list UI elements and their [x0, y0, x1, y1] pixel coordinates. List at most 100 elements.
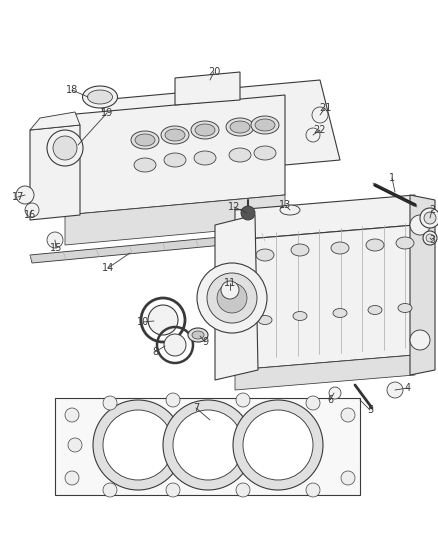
Ellipse shape	[192, 331, 204, 339]
Circle shape	[236, 393, 250, 407]
Circle shape	[65, 408, 79, 422]
Polygon shape	[100, 80, 340, 180]
Circle shape	[173, 410, 243, 480]
Text: 1: 1	[389, 173, 395, 183]
Ellipse shape	[258, 316, 272, 325]
Ellipse shape	[280, 205, 300, 215]
Ellipse shape	[398, 303, 412, 312]
Circle shape	[236, 483, 250, 497]
Ellipse shape	[366, 239, 384, 251]
Ellipse shape	[226, 118, 254, 136]
Ellipse shape	[333, 309, 347, 318]
Circle shape	[410, 215, 430, 235]
Ellipse shape	[368, 305, 382, 314]
Circle shape	[68, 438, 82, 452]
Circle shape	[65, 471, 79, 485]
Text: 5: 5	[367, 405, 373, 415]
Circle shape	[166, 483, 180, 497]
Text: 6: 6	[327, 395, 333, 405]
Polygon shape	[30, 230, 298, 263]
Text: 4: 4	[405, 383, 411, 393]
Circle shape	[341, 408, 355, 422]
Circle shape	[423, 231, 437, 245]
Circle shape	[16, 186, 34, 204]
Ellipse shape	[161, 126, 189, 144]
Circle shape	[207, 273, 257, 323]
Polygon shape	[30, 112, 80, 130]
Ellipse shape	[251, 116, 279, 134]
Polygon shape	[410, 195, 435, 375]
Polygon shape	[55, 398, 360, 495]
Text: 10: 10	[137, 317, 149, 327]
Text: 17: 17	[12, 192, 24, 202]
Text: 13: 13	[279, 200, 291, 210]
Polygon shape	[215, 215, 258, 380]
Text: 20: 20	[208, 67, 220, 77]
Circle shape	[148, 305, 178, 335]
Circle shape	[197, 263, 267, 333]
Text: 19: 19	[101, 108, 113, 118]
Circle shape	[221, 281, 239, 299]
Circle shape	[420, 208, 438, 228]
Text: 14: 14	[102, 263, 114, 273]
Text: 18: 18	[66, 85, 78, 95]
Circle shape	[410, 330, 430, 350]
Text: 8: 8	[152, 347, 158, 357]
Text: 9: 9	[202, 337, 208, 347]
Circle shape	[53, 136, 77, 160]
Circle shape	[164, 334, 186, 356]
Text: 22: 22	[314, 125, 326, 135]
Circle shape	[243, 410, 313, 480]
Ellipse shape	[188, 328, 208, 342]
Ellipse shape	[229, 148, 251, 162]
Ellipse shape	[82, 86, 117, 108]
Circle shape	[424, 212, 436, 224]
Text: 12: 12	[228, 202, 240, 212]
Polygon shape	[65, 95, 285, 215]
Ellipse shape	[396, 237, 414, 249]
Text: 21: 21	[319, 103, 331, 113]
Ellipse shape	[165, 129, 185, 141]
Circle shape	[25, 203, 39, 217]
Ellipse shape	[293, 311, 307, 320]
Ellipse shape	[164, 153, 186, 167]
Circle shape	[93, 400, 183, 490]
Polygon shape	[65, 195, 285, 245]
Circle shape	[341, 471, 355, 485]
Circle shape	[103, 396, 117, 410]
Ellipse shape	[256, 249, 274, 261]
Polygon shape	[235, 225, 415, 370]
Polygon shape	[235, 355, 415, 390]
Ellipse shape	[191, 121, 219, 139]
Polygon shape	[175, 72, 240, 105]
Circle shape	[241, 206, 255, 220]
Ellipse shape	[230, 121, 250, 133]
Ellipse shape	[331, 242, 349, 254]
Circle shape	[426, 234, 434, 242]
Text: 7: 7	[193, 403, 199, 413]
Ellipse shape	[131, 131, 159, 149]
Circle shape	[47, 130, 83, 166]
Circle shape	[329, 387, 341, 399]
Circle shape	[47, 232, 63, 248]
Circle shape	[306, 128, 320, 142]
Ellipse shape	[134, 158, 156, 172]
Circle shape	[312, 107, 328, 123]
Text: 15: 15	[50, 243, 62, 253]
Text: 11: 11	[224, 278, 236, 288]
Polygon shape	[30, 125, 80, 220]
Ellipse shape	[254, 146, 276, 160]
Ellipse shape	[135, 134, 155, 146]
Circle shape	[233, 400, 323, 490]
Text: 16: 16	[24, 210, 36, 220]
Ellipse shape	[255, 119, 275, 131]
Circle shape	[217, 283, 247, 313]
Ellipse shape	[88, 90, 113, 104]
Text: 3: 3	[429, 235, 435, 245]
Circle shape	[163, 400, 253, 490]
Text: 2: 2	[429, 205, 435, 215]
Circle shape	[103, 483, 117, 497]
Ellipse shape	[195, 124, 215, 136]
Ellipse shape	[291, 244, 309, 256]
Ellipse shape	[194, 151, 216, 165]
